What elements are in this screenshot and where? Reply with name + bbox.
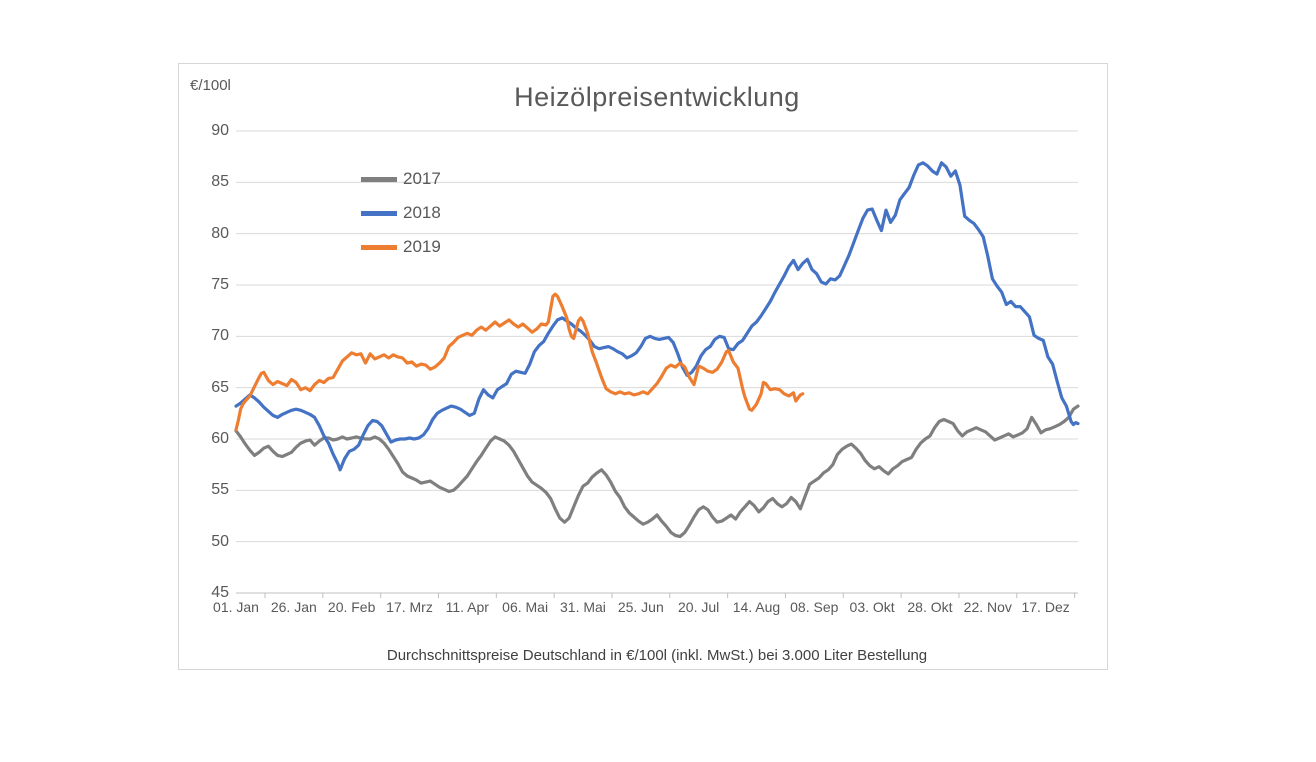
series-line-2017 [234,404,1080,539]
y-tick-label-55: 55 [211,481,229,499]
legend-swatch-2019 [361,244,397,250]
x-tick-label-28-Okt: 28. Okt [907,599,953,615]
x-tick-label-26-Jan: 26. Jan [270,599,317,615]
legend-item-2018: 2018 [361,196,441,230]
x-tick-label-20-Feb: 20. Feb [327,599,376,615]
chart-footnote: Durchschnittspreise Deutschland in €/100… [386,647,928,664]
x-tick-label-17-Mrz: 17. Mrz [386,599,433,615]
y-tick-label-45: 45 [211,584,229,601]
y-axis-unit-label: €/100l [190,77,231,94]
x-tick-label-14-Aug: 14. Aug [732,599,781,615]
x-tick-label-01-Jan: 01. Jan [213,599,259,615]
x-tick-label-17-Dez: 17. Dez [1021,599,1070,615]
x-tick-label-11-Apr: 11. Apr [445,599,489,615]
y-tick-label-80: 80 [211,224,229,242]
x-tick-label-22-Nov: 22. Nov [963,599,1012,615]
y-tick-label-70: 70 [211,327,229,345]
plot-area [234,130,1080,598]
chart-container: €/100l Heizölpreisentwicklung 2017 2018 … [178,63,1108,670]
y-tick-label-75: 75 [211,276,229,293]
legend-item-2019: 2019 [361,230,441,264]
x-tick-label-20-Jul: 20. Jul [678,599,720,615]
legend-swatch-2017 [361,176,397,182]
chart-title: Heizölpreisentwicklung [514,82,800,112]
y-tick-label-50: 50 [211,532,229,550]
legend: 2017 2018 2019 [361,162,441,264]
legend-swatch-2018 [361,210,397,216]
legend-label-2018: 2018 [403,203,441,222]
x-tick-label-31-Mai: 31. Mai [560,599,606,615]
y-tick-label-90: 90 [211,122,229,139]
x-tick-label-08-Sep: 08. Sep [790,599,839,615]
y-tick-label-85: 85 [211,173,229,191]
legend-label-2017: 2017 [403,169,441,188]
x-tick-label-06-Mai: 06. Mai [502,599,549,615]
y-tick-label-65: 65 [211,378,229,396]
x-tick-label-03-Okt: 03. Okt [849,599,895,615]
x-tick-label-25-Jun: 25. Jun [617,599,664,615]
legend-label-2019: 2019 [403,237,441,256]
series-line-2019 [234,292,805,432]
legend-item-2017: 2017 [361,162,441,196]
series-line-2018 [234,161,1080,472]
y-tick-label-60: 60 [211,430,229,447]
